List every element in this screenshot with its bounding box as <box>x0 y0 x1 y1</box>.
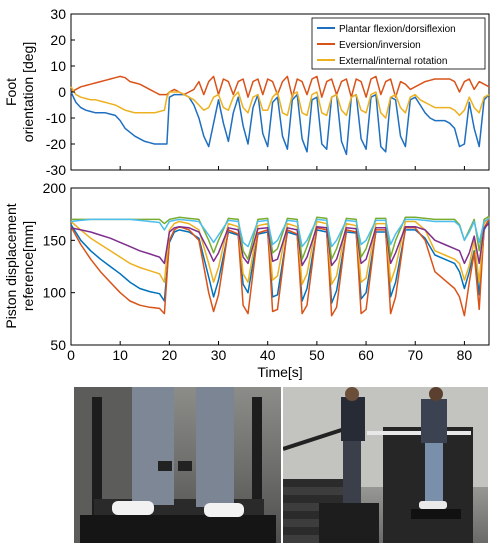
top-series-group <box>70 75 490 156</box>
bottom-x-ticks: 0 10 20 30 40 50 60 70 80 <box>67 341 472 363</box>
legend-box <box>311 17 486 70</box>
handrail <box>367 431 471 435</box>
leg-right <box>196 387 234 507</box>
series-line-1-0 <box>70 221 490 304</box>
legend-label-plantar: Plantar flexion/dorsiflexion <box>339 24 456 35</box>
x-tick-label-1-7: 70 <box>407 347 423 363</box>
person-two-torso <box>421 399 447 443</box>
series-line-0-0 <box>70 91 490 156</box>
y-tick-label-0-0: 30 <box>50 6 66 22</box>
person-standing-on-platform-photo <box>74 387 281 543</box>
y-tick-label-0-5: -20 <box>46 136 66 152</box>
y-tick-label-0-1: 20 <box>50 32 66 48</box>
sock-right <box>204 503 244 517</box>
y-tick-label-0-2: 10 <box>50 58 66 74</box>
person-one-torso <box>341 397 365 441</box>
series-line-0-2 <box>70 86 490 119</box>
bottom-panel: 200 150 100 50 0 10 20 30 40 50 60 70 80 Piston dis… <box>3 180 490 380</box>
x-tick-label-1-4: 40 <box>260 347 276 363</box>
leg-left <box>132 387 174 505</box>
series-line-1-3 <box>70 223 490 267</box>
x-tick-label-1-1: 10 <box>112 347 128 363</box>
frame-post-right <box>252 397 262 527</box>
bottom-xlabel: Time[s] <box>257 364 302 380</box>
platform-left <box>319 503 379 543</box>
top-ylabel-line2: orientation [deg] <box>20 42 36 142</box>
y-tick-label-0-4: -10 <box>46 110 66 126</box>
series-line-1-2 <box>70 216 490 286</box>
ankle-strap-left <box>158 461 172 471</box>
series-line-1-4 <box>71 215 490 260</box>
person-two-head <box>429 387 443 401</box>
bottom-ylabel-line2: reference[mm] <box>20 221 36 311</box>
y-tick-label-0-3: 0 <box>58 84 66 100</box>
top-ylabel-line1: Foot <box>3 78 19 106</box>
people-on-stair-simulator-photo <box>283 387 488 543</box>
person-two-shoes <box>419 501 447 509</box>
top-x-ticks <box>70 166 465 170</box>
top-legend: Plantar flexion/dorsiflexion Eversion/in… <box>311 17 486 70</box>
bottom-series-group <box>70 215 490 317</box>
sock-left <box>112 501 154 515</box>
upper-stair-ledge <box>411 509 461 519</box>
series-line-1-1 <box>70 219 490 317</box>
y-tick-label-1-2: 100 <box>43 285 67 301</box>
x-tick-label-1-6: 60 <box>358 347 374 363</box>
person-one-head <box>345 387 359 401</box>
bottom-ylabel-line1: Piston displacement <box>3 203 19 328</box>
ankle-strap-right <box>178 461 192 471</box>
x-tick-label-1-2: 20 <box>162 347 178 363</box>
legend-label-eversion: Eversion/inversion <box>339 40 421 51</box>
frame-post-left <box>92 397 102 527</box>
y-tick-label-1-1: 150 <box>43 232 67 248</box>
bottom-plot-frame <box>70 187 490 346</box>
person-one-legs <box>343 441 361 503</box>
y-tick-label-1-3: 50 <box>50 337 66 353</box>
platform-base <box>80 515 276 543</box>
series-line-1-5 <box>70 217 490 248</box>
x-tick-label-1-8: 80 <box>457 347 473 363</box>
top-y-ticks: 30 20 10 0 -10 -20 -30 <box>46 6 75 178</box>
y-tick-label-1-0: 200 <box>43 180 67 196</box>
y-tick-label-0-6: -30 <box>46 162 66 178</box>
bottom-y-ticks: 200 150 100 50 <box>43 180 75 353</box>
x-tick-label-1-0: 0 <box>67 347 75 363</box>
person-two-legs <box>425 443 443 503</box>
x-tick-label-1-5: 50 <box>309 347 325 363</box>
x-tick-label-1-3: 30 <box>211 347 227 363</box>
legend-label-rotation: External/internal rotation <box>339 56 447 67</box>
series-line-0-1 <box>70 75 490 98</box>
